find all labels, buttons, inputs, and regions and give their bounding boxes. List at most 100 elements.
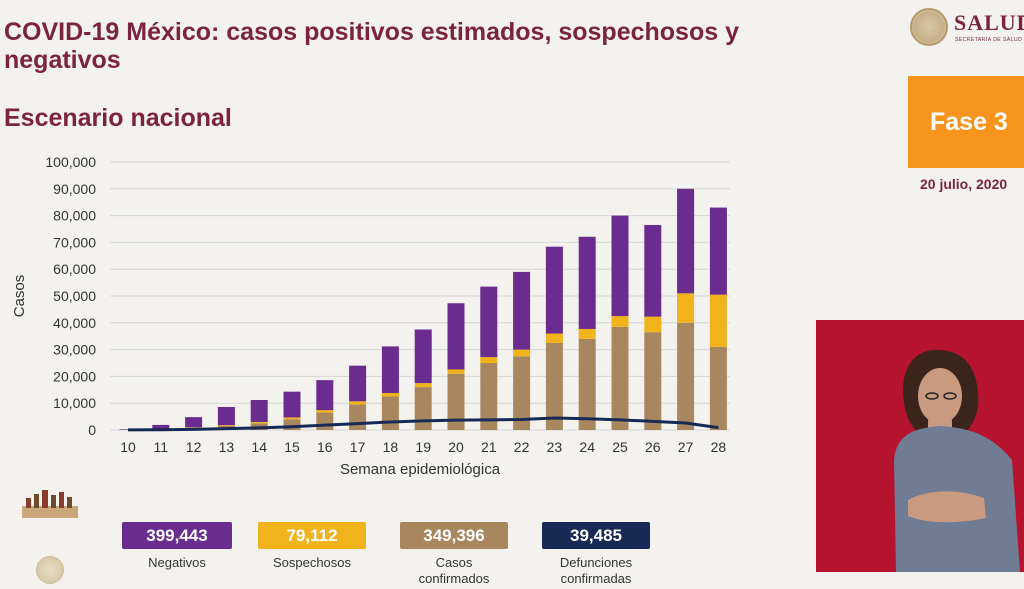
x-tick-label: 19 (415, 439, 431, 455)
bar-sospechosos-14 (250, 421, 268, 424)
bar-negativos-11 (152, 424, 170, 429)
bar-confirmados-26 (644, 332, 662, 430)
total-sospechosos-value: 79,112 (286, 526, 338, 545)
bar-sospechosos-28 (709, 294, 727, 347)
phase-badge: Fase 3 (908, 76, 1024, 168)
total-negativos-value: 399,443 (146, 526, 208, 545)
x-tick-label: 12 (186, 439, 202, 455)
defunciones-line (127, 416, 719, 432)
total-confirmados-badge: 349,396 (400, 522, 508, 549)
stacked-bar-chart: 0 10,000 20,000 30,000 40,000 50,000 60,000 70,… (11, 154, 730, 478)
bar-sospechosos-19 (414, 383, 432, 388)
page-subtitle: Escenario nacional (4, 104, 232, 132)
total-confirmados-label: Casos confirmados (418, 555, 490, 586)
bar-sospechosos-25 (611, 316, 629, 327)
total-sospechosos-badge: 79,112 (258, 522, 366, 549)
total-confirmados-value: 349,396 (423, 526, 485, 545)
bar-confirmados-17 (349, 404, 367, 430)
y-tick-label: 10,000 (53, 395, 96, 411)
bar-confirmados-24 (578, 338, 596, 430)
bar-sospechosos-24 (578, 328, 596, 339)
bar-negativos-17 (349, 365, 367, 402)
x-tick-label: 20 (448, 439, 464, 455)
bar-negativos-23 (545, 246, 563, 334)
bar-sospechosos-16 (316, 410, 334, 413)
y-tick-label: 50,000 (53, 288, 96, 304)
bar-sospechosos-21 (480, 357, 498, 363)
bar-negativos-20 (447, 303, 465, 370)
bar-negativos-27 (677, 188, 695, 294)
bar-confirmados-25 (611, 326, 629, 430)
x-tick-label: 11 (154, 439, 169, 455)
bar-confirmados-23 (545, 342, 563, 430)
x-tick-label: 28 (711, 439, 727, 455)
x-tick-label: 14 (251, 439, 267, 455)
bar-sospechosos-23 (545, 333, 563, 343)
bar-sospechosos-26 (644, 316, 662, 333)
bar-confirmados-28 (709, 346, 727, 430)
x-tick-label: 22 (514, 439, 530, 455)
y-tick-label: 70,000 (53, 234, 96, 250)
bar-sospechosos-27 (677, 293, 695, 323)
x-tick-label: 24 (579, 439, 595, 455)
x-tick-label: 13 (219, 439, 235, 455)
salud-logo: SALUD SECRETARÍA DE SALUD (908, 6, 1024, 50)
bar-sospechosos-22 (513, 349, 531, 357)
bar-negativos-26 (644, 224, 662, 317)
bar-sospechosos-15 (283, 417, 301, 420)
bar-negativos-21 (480, 286, 498, 358)
y-tick-label: 20,000 (53, 368, 96, 384)
total-defunciones-value: 39,485 (570, 526, 622, 545)
logo-subtext: SECRETARÍA DE SALUD (955, 37, 1023, 43)
x-axis-label: Semana epidemiológica (340, 461, 501, 478)
x-tick-label: 26 (645, 439, 661, 455)
seal-small-icon (36, 556, 64, 584)
bar-confirmados-16 (316, 412, 334, 430)
sign-language-interpreter-video (816, 320, 1024, 572)
bar-negativos-22 (513, 271, 531, 350)
total-defunciones-badge: 39,485 (542, 522, 650, 549)
bar-confirmados-15 (283, 419, 301, 430)
bar-confirmados-22 (513, 356, 531, 430)
date-label: 20 julio, 2020 (920, 176, 1008, 192)
bar-negativos-12 (185, 417, 203, 428)
bar-confirmados-20 (447, 373, 465, 430)
x-tick-label: 27 (678, 439, 694, 455)
total-negativos-label: Negativos (148, 555, 206, 570)
y-tick-label: 30,000 (53, 342, 96, 358)
x-tick-label: 15 (284, 439, 300, 455)
logo-text: SALUD (954, 10, 1024, 35)
bar-negativos-28 (709, 207, 727, 295)
bar-negativos-15 (283, 391, 301, 418)
x-tick-label: 10 (120, 439, 136, 455)
y-tick-label: 40,000 (53, 315, 96, 331)
bar-sospechosos-13 (217, 425, 235, 426)
total-negativos-badge: 399,443 (122, 522, 232, 549)
page-title: COVID-19 México: casos positivos estimad… (4, 18, 739, 74)
x-tick-label: 23 (547, 439, 563, 455)
y-axis-label: Casos (11, 275, 28, 318)
x-tick-label: 25 (612, 439, 628, 455)
seal-icon (910, 8, 948, 46)
bar-negativos-24 (578, 236, 596, 329)
bar-confirmados-21 (480, 363, 498, 430)
y-tick-label: 0 (88, 422, 96, 438)
y-tick-label: 100,000 (45, 154, 96, 170)
bar-confirmados-19 (414, 387, 432, 430)
bar-negativos-16 (316, 380, 334, 411)
x-tick-label: 16 (317, 439, 333, 455)
y-tick-label: 80,000 (53, 208, 96, 224)
bar-sospechosos-12 (185, 427, 203, 428)
bar-confirmados-18 (381, 396, 399, 430)
x-tick-label: 17 (350, 439, 366, 455)
bar-negativos-25 (611, 215, 629, 317)
bar-negativos-19 (414, 329, 432, 384)
interpreter-figure-icon (894, 350, 1020, 572)
y-tick-label: 60,000 (53, 261, 96, 277)
bar-negativos-18 (381, 346, 399, 394)
y-tick-label: 90,000 (53, 181, 96, 197)
total-sospechosos-label: Sospechosos (272, 555, 352, 570)
bar-negativos-14 (250, 399, 268, 422)
bar-confirmados-27 (677, 322, 695, 430)
bar-negativos-13 (217, 406, 235, 426)
